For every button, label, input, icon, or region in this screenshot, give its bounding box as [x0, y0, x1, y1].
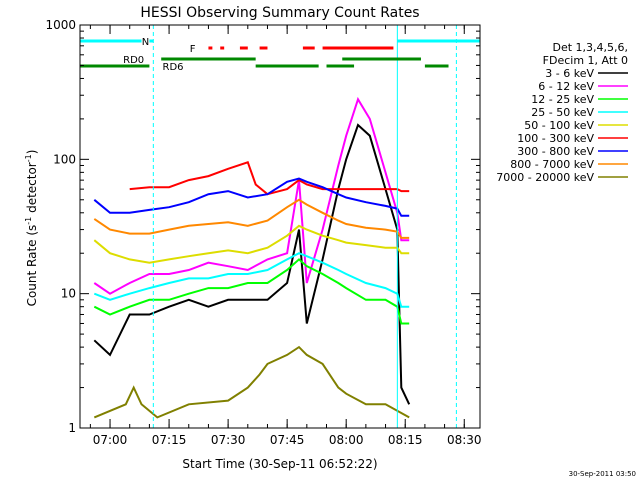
series-line	[93, 252, 410, 308]
series-line	[93, 96, 410, 295]
plot-frame	[79, 24, 481, 429]
y-axis-label-exponent: -1	[24, 154, 33, 162]
axis-layer: 1 10 100 1000 07:00 07:15 07:30 07:45 08:00 08:15…	[45, 18, 481, 447]
y-axis-label: Count Rate (s-1 detector-1)	[24, 150, 39, 307]
y-tick-label: 100	[53, 152, 76, 166]
y-tick-label: 10	[61, 287, 76, 301]
series-layer	[93, 96, 411, 419]
flag-layer: N F RD0 RD6	[79, 25, 480, 428]
flag-label: F	[190, 44, 196, 55]
flag-label: RD0	[123, 55, 144, 66]
y-axis-label-exponent: -1	[24, 217, 33, 225]
x-tick-label: 07:00	[93, 433, 128, 447]
legend-label: 25 - 50 keV	[531, 106, 594, 119]
legend-label: 6 - 12 keV	[538, 80, 594, 93]
flag-label: N	[142, 37, 149, 48]
x-tick-label: 08:30	[447, 433, 482, 447]
series-line	[93, 224, 410, 264]
legend-header-line: FDecim 1, Att 0	[543, 54, 628, 67]
legend-label: 800 - 7000 keV	[510, 158, 594, 171]
footer-stamp: 30-Sep-2011 03:50	[569, 470, 636, 478]
series-line	[93, 177, 410, 217]
series-line	[93, 123, 411, 405]
legend-header-line: Det 1,3,4,5,6,	[552, 41, 628, 54]
x-tick-label: 08:15	[388, 433, 423, 447]
legend-label: 12 - 25 keV	[531, 93, 594, 106]
legend-label: 7000 - 20000 keV	[496, 171, 594, 184]
series-line	[129, 161, 410, 196]
y-axis-label-part: )	[25, 150, 39, 155]
series-line	[93, 198, 410, 239]
x-tick-label: 07:30	[211, 433, 246, 447]
y-tick-label: 1	[68, 421, 76, 435]
legend-label: 100 - 300 keV	[517, 132, 594, 145]
legend-label: 3 - 6 keV	[545, 67, 594, 80]
y-axis-label-part: detector	[25, 162, 39, 217]
legend-label: 300 - 800 keV	[517, 145, 594, 158]
series-line	[93, 345, 410, 419]
legend: Det 1,3,4,5,6, FDecim 1, Att 0 3 - 6 keV…	[496, 41, 628, 184]
chart-title: HESSI Observing Summary Count Rates	[140, 5, 419, 21]
series-line	[93, 258, 410, 325]
x-axis-label: Start Time (30-Sep-11 06:52:22)	[182, 457, 377, 471]
y-axis-label-part: Count Rate (s	[25, 225, 39, 307]
legend-label: 50 - 100 keV	[524, 119, 594, 132]
x-tick-label: 08:00	[329, 433, 364, 447]
flag-label: RD6	[163, 62, 184, 73]
x-tick-label: 07:45	[270, 433, 305, 447]
y-tick-label: 1000	[45, 18, 76, 32]
x-tick-label: 07:15	[152, 433, 187, 447]
